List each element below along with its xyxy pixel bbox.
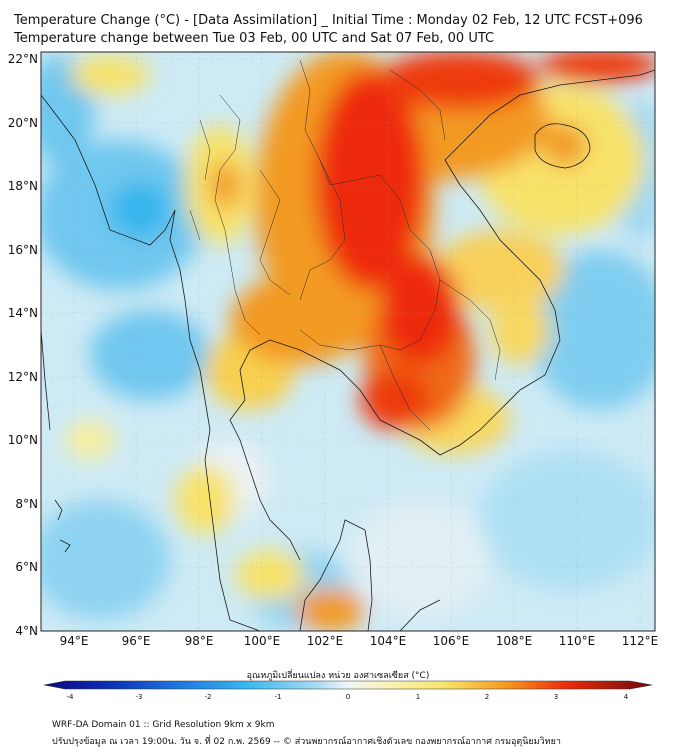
colorbar-tick: -1 <box>275 693 282 701</box>
lon-label: 100°E <box>244 634 281 648</box>
colorbar-tick: 1 <box>416 693 420 701</box>
colorbar-title: อุณหภูมิเปลี่ยนแปลง หน่วย องศาเซลเซียส (… <box>246 671 430 681</box>
chart-title-line-1: Temperature Change (°C) - [Data Assimila… <box>14 13 643 28</box>
chart-title-line-2: Temperature change between Tue 03 Feb, 0… <box>14 31 495 46</box>
colorbar-tick: 4 <box>624 693 629 701</box>
lon-label: 106°E <box>433 634 470 648</box>
footer-model-info: WRF-DA Domain 01 :: Grid Resolution 9km … <box>52 720 275 730</box>
lat-label: 10°N <box>8 433 38 447</box>
colorbar: -4 -3 -2 -1 0 1 2 3 4 <box>43 680 653 701</box>
lat-label: 22°N <box>8 52 38 66</box>
longitude-labels: 94°E 96°E 98°E 100°E 102°E 104°E 106°E 1… <box>60 634 659 648</box>
lon-label: 96°E <box>122 634 151 648</box>
lon-label: 98°E <box>185 634 214 648</box>
temperature-field <box>41 52 655 631</box>
lon-label: 110°E <box>559 634 596 648</box>
lat-label: 6°N <box>15 560 38 574</box>
lat-label: 12°N <box>8 370 38 384</box>
footer-update-info: ปรับปรุงข้อมูล ณ เวลา 19:00น. วัน จ. ที่… <box>52 737 561 747</box>
lon-label: 104°E <box>370 634 407 648</box>
lon-label: 94°E <box>60 634 89 648</box>
lat-label: 4°N <box>15 624 38 638</box>
lat-label: 14°N <box>8 306 38 320</box>
graticule <box>41 52 655 631</box>
coastlines <box>41 69 655 631</box>
colorbar-tick: -4 <box>67 693 75 701</box>
lat-label: 20°N <box>8 116 38 130</box>
lat-label: 18°N <box>8 179 38 193</box>
lon-label: 108°E <box>496 634 533 648</box>
colorbar-tick: 3 <box>554 693 558 701</box>
lon-label: 112°E <box>622 634 659 648</box>
lat-label: 8°N <box>15 497 38 511</box>
lat-label: 16°N <box>8 243 38 257</box>
colorbar-tick: -3 <box>136 693 143 701</box>
latitude-labels: 22°N 20°N 18°N 16°N 14°N 12°N 10°N 8°N 6… <box>8 52 38 638</box>
map-frame <box>40 51 656 632</box>
lon-label: 102°E <box>307 634 344 648</box>
colorbar-tick: 0 <box>346 693 350 701</box>
colorbar-tick: 2 <box>485 693 489 701</box>
colorbar-tick: -2 <box>205 693 212 701</box>
